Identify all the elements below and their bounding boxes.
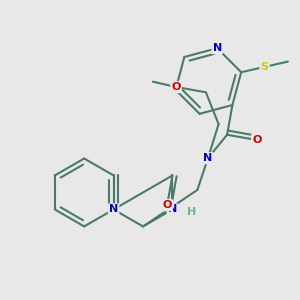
- Text: O: O: [162, 200, 172, 210]
- Text: N: N: [109, 204, 118, 214]
- Text: N: N: [203, 153, 213, 163]
- Text: O: O: [172, 82, 181, 92]
- Text: O: O: [252, 135, 262, 145]
- Text: H: H: [187, 207, 196, 217]
- Text: N: N: [168, 204, 177, 214]
- Text: N: N: [212, 43, 222, 53]
- Text: S: S: [260, 62, 268, 72]
